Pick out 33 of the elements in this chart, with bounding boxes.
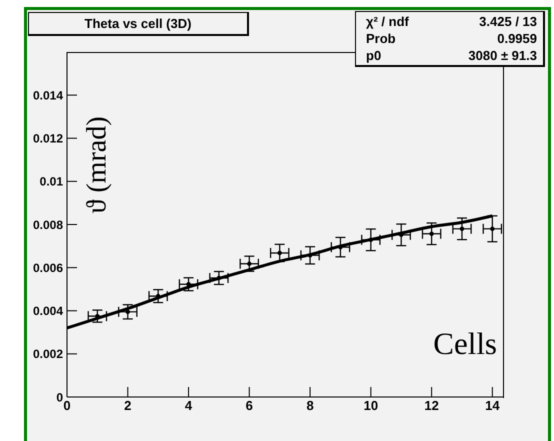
y-tick-label: 0.004	[32, 304, 64, 318]
text: 0.9959	[497, 30, 537, 47]
point	[429, 232, 434, 236]
x-axis-title: Cells	[432, 326, 497, 362]
annotation: 3080 ± 91.3	[468, 47, 537, 64]
x-tick-label: 12	[424, 398, 439, 414]
point	[126, 310, 130, 314]
y-tick-label: 0.008	[32, 218, 64, 232]
point	[490, 226, 495, 232]
x-tick-label: 14	[485, 398, 500, 414]
annotation: p0	[366, 47, 382, 64]
point	[308, 253, 312, 258]
x-tick-label: 10	[364, 398, 378, 414]
y-tick-label: 0.01	[40, 174, 64, 189]
text: 3.425 / 13	[479, 13, 537, 30]
y-tick-label: 0.012	[32, 132, 64, 146]
point	[277, 250, 282, 256]
chart-title: Theta vs cell (3D)	[28, 12, 249, 36]
y-tick-label: 0.002	[32, 347, 64, 362]
x-tick-label: 2	[124, 398, 132, 414]
text: Prob	[366, 30, 396, 47]
point	[368, 238, 374, 242]
y-axis-title: ϑ (mrad)	[82, 116, 114, 214]
text: χ² / ndf	[366, 13, 409, 30]
point	[247, 262, 252, 266]
x-tick-label: 8	[306, 398, 314, 414]
y-tick-label: 0.014	[32, 88, 64, 102]
point	[186, 282, 191, 286]
x-tick-label: 6	[246, 398, 253, 414]
y-tick-label: 0.006	[32, 260, 64, 275]
point	[460, 226, 464, 232]
point	[216, 276, 222, 280]
x-tick-label: 4	[184, 398, 193, 414]
